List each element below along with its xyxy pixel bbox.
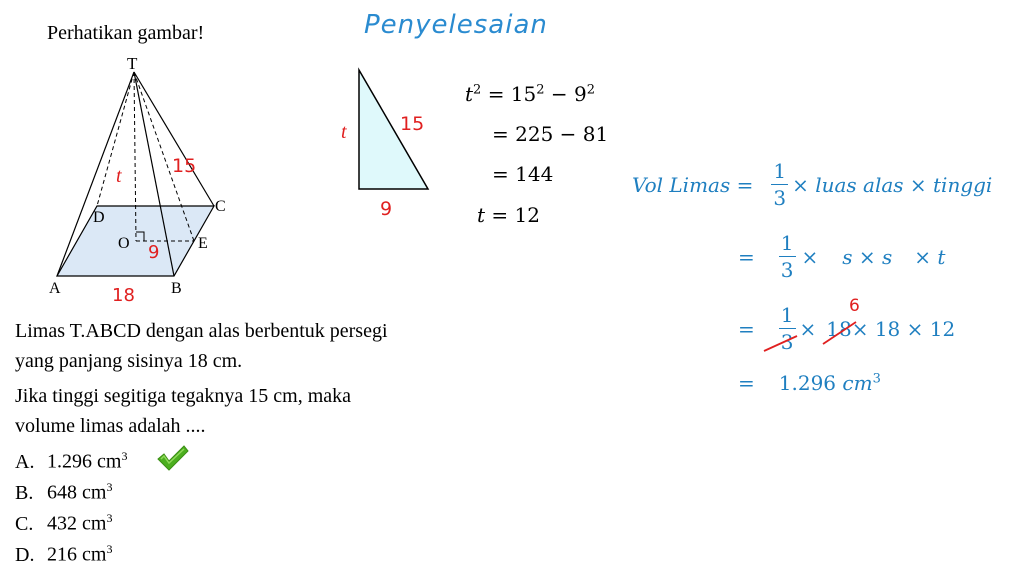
question-line-4: volume limas adalah ....: [15, 415, 206, 437]
pyth-line-1: t2 = 152 − 92: [465, 82, 596, 106]
option-d-value: 216 cm: [47, 543, 107, 566]
pyth-line-4: t = 12: [477, 203, 540, 227]
triangle-label-9: 9: [380, 198, 392, 220]
triangle-label-t: t: [341, 121, 347, 143]
option-d-sup: 3: [106, 542, 113, 556]
question-line-2: yang panjang sisinya 18 cm.: [15, 350, 243, 372]
pyramid-diagram: T A B C D O E t 15 9 18: [49, 54, 226, 306]
right-angle-mark: [136, 231, 145, 241]
option-b-value: 648 cm: [47, 481, 107, 504]
vertex-D: D: [93, 209, 105, 226]
option-c-letter: C.: [15, 512, 34, 535]
question-line-1: Limas T.ABCD dengan alas berbentuk perse…: [15, 320, 388, 342]
option-a-letter: A.: [15, 450, 35, 473]
label-base-18: 18: [112, 285, 135, 306]
instruction-text: Perhatikan gambar!: [47, 22, 205, 44]
option-a[interactable]: A. 1.296 cm3: [15, 449, 127, 474]
check-icon: [157, 445, 189, 471]
reduced-6: 6: [849, 296, 860, 316]
right-triangle-diagram: t 15 9: [341, 67, 430, 220]
question-line-3: Jika tinggi segitiga tegaknya 15 cm, mak…: [15, 385, 352, 407]
option-a-value: 1.296 cm: [47, 450, 122, 473]
right-triangle: [358, 67, 430, 190]
pyth-line-3: = 144: [492, 162, 554, 186]
cancel-strikes: [763, 321, 857, 352]
vertex-T: T: [127, 54, 138, 73]
triangle-label-15: 15: [400, 113, 424, 135]
option-b[interactable]: B. 648 cm3: [15, 480, 112, 505]
option-d-letter: D.: [15, 543, 35, 566]
vertex-C: C: [215, 198, 226, 215]
vertex-E: E: [198, 235, 208, 252]
label-t: t: [116, 165, 122, 187]
vertex-B: B: [171, 280, 182, 297]
edge-TA: [56, 71, 135, 277]
option-c[interactable]: C. 432 cm3: [15, 511, 112, 536]
pyth-line-2: = 225 − 81: [492, 122, 609, 146]
edge-TD: [96, 71, 135, 207]
vertex-A: A: [49, 280, 61, 297]
solution-heading: Penyelesaian: [364, 10, 548, 40]
vertex-O: O: [118, 235, 130, 252]
edge-TB: [133, 71, 175, 277]
volume-line-4: = 1.296 cm3: [738, 371, 881, 395]
label-slant-15: 15: [172, 155, 196, 177]
option-b-letter: B.: [15, 481, 34, 504]
edge-TC: [133, 71, 215, 207]
option-a-sup: 3: [121, 449, 128, 463]
option-c-sup: 3: [106, 511, 113, 525]
slant-TE: [133, 71, 195, 242]
label-half-9: 9: [148, 242, 159, 263]
height-TO: [133, 71, 137, 242]
option-b-sup: 3: [106, 480, 113, 494]
option-c-value: 432 cm: [47, 512, 107, 535]
option-d[interactable]: D. 216 cm3: [15, 542, 112, 567]
